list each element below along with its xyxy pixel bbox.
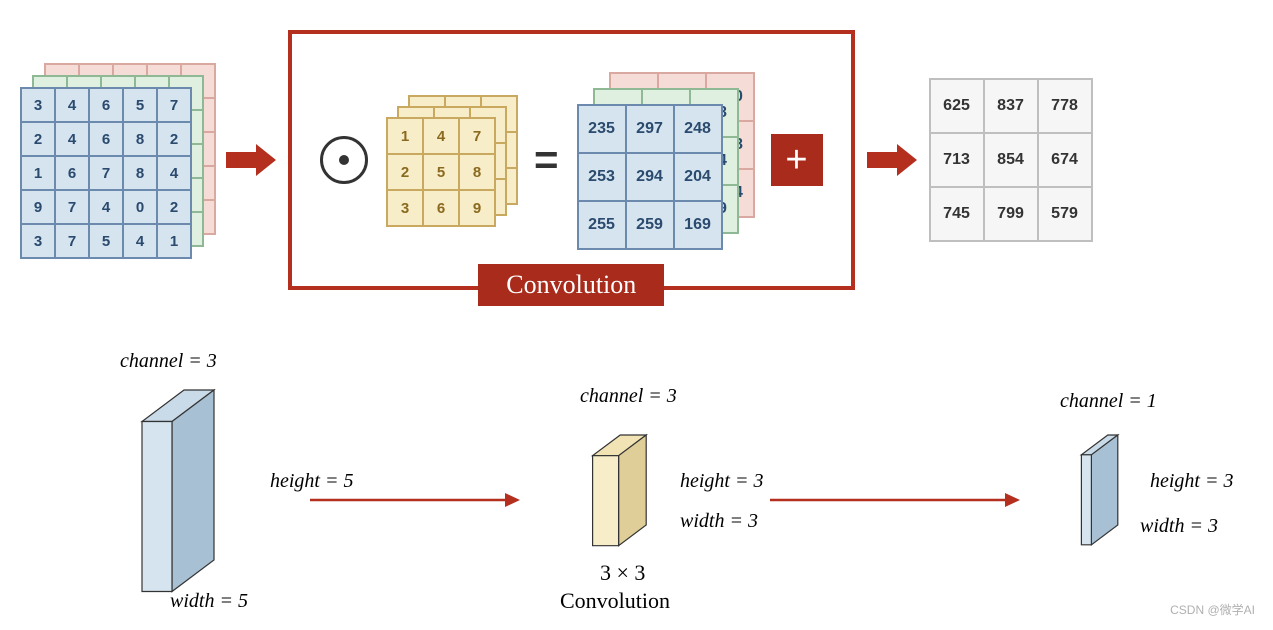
grid-cell: 7 <box>89 156 123 190</box>
grid-cell: 8 <box>123 122 157 156</box>
grid-cell: 7 <box>55 190 89 224</box>
grid-cell: 235 <box>578 105 626 153</box>
output-cube-icon <box>1045 425 1175 565</box>
output-height-label: height = 3 <box>1150 470 1234 493</box>
grid-cell: 4 <box>89 190 123 224</box>
kernel-channel-label: channel = 3 <box>580 385 677 408</box>
bottom-row: channel = 3 height = 5 width = 5 channel… <box>20 340 1253 630</box>
arrow-right-2 <box>867 140 917 180</box>
input-cube-icon <box>90 380 290 600</box>
grid-cell: 4 <box>55 88 89 122</box>
output-table: 625837778 713854674 745799579 <box>929 78 1093 242</box>
grid-cell: 6 <box>89 122 123 156</box>
kernel-layer: 147258369 <box>386 117 496 227</box>
kernel-cube-icon <box>555 425 695 565</box>
grid-cell: 169 <box>674 201 722 249</box>
grid-cell: 5 <box>123 88 157 122</box>
intermediate-stack: 2142252601792452682012942041792452682012… <box>577 72 753 248</box>
grid-cell: 9 <box>21 190 55 224</box>
grid-cell: 778 <box>1038 79 1092 133</box>
grid-cell: 8 <box>123 156 157 190</box>
output-channel-label: channel = 1 <box>1060 390 1157 413</box>
grid-cell: 837 <box>984 79 1038 133</box>
output-grid: 625837778 713854674 745799579 <box>929 78 1093 242</box>
plus-icon: + <box>771 134 823 186</box>
arrow-bottom-2 <box>770 490 1020 515</box>
grid-cell: 3 <box>21 224 55 258</box>
grid-cell: 2 <box>157 122 191 156</box>
kernel-stack: 123107258123107258147258369 <box>386 95 516 225</box>
grid-cell: 3 <box>21 88 55 122</box>
hadamard-icon <box>320 136 368 184</box>
grid-cell: 854 <box>984 133 1038 187</box>
grid-cell: 255 <box>578 201 626 249</box>
grid-cell: 6 <box>55 156 89 190</box>
grid-cell: 248 <box>674 105 722 153</box>
grid-cell: 8 <box>459 154 495 190</box>
grid-cell: 253 <box>578 153 626 201</box>
grid-cell: 625 <box>930 79 984 133</box>
grid-cell: 3 <box>387 190 423 226</box>
grid-cell: 713 <box>930 133 984 187</box>
kernel-size-label: 3 × 3 <box>600 560 645 586</box>
grid-cell: 0 <box>123 190 157 224</box>
arrow-bottom-1 <box>310 490 520 515</box>
grid-cell: 1 <box>157 224 191 258</box>
input-width-label: width = 5 <box>170 590 248 613</box>
grid-cell: 5 <box>423 154 459 190</box>
kernel-height-label: height = 3 <box>680 470 764 493</box>
arrow-right-1 <box>226 140 276 180</box>
input-channel-label: channel = 3 <box>120 350 217 373</box>
grid-cell: 2 <box>157 190 191 224</box>
watermark: CSDN @微学AI <box>1170 601 1255 618</box>
grid-cell: 297 <box>626 105 674 153</box>
input-channel-stack: 3456723456156789640238541345672465716782… <box>20 63 214 257</box>
grid-cell: 294 <box>626 153 674 201</box>
grid-cell: 4 <box>55 122 89 156</box>
grid-cell: 6 <box>423 190 459 226</box>
convolution-label: Convolution <box>478 264 664 306</box>
grid-cell: 1 <box>387 118 423 154</box>
grid-cell: 6 <box>89 88 123 122</box>
output-width-label: width = 3 <box>1140 515 1218 538</box>
grid-cell: 1 <box>21 156 55 190</box>
grid-cell: 7 <box>459 118 495 154</box>
grid-cell: 2 <box>21 122 55 156</box>
grid-cell: 2 <box>387 154 423 190</box>
grid-cell: 5 <box>89 224 123 258</box>
convolution-box: 123107258123107258147258369 = 2142252601… <box>288 30 855 290</box>
grid-cell: 579 <box>1038 187 1092 241</box>
grid-cell: 745 <box>930 187 984 241</box>
grid-cell: 7 <box>157 88 191 122</box>
grid-cell: 4 <box>423 118 459 154</box>
grid-cell: 4 <box>157 156 191 190</box>
top-row: 3456723456156789640238541345672465716782… <box>20 20 1253 300</box>
equals-sign: = <box>534 136 559 184</box>
grid-cell: 4 <box>123 224 157 258</box>
grid-cell: 259 <box>626 201 674 249</box>
kernel-conv-label: Convolution <box>560 588 670 614</box>
grid-cell: 674 <box>1038 133 1092 187</box>
grid-cell: 204 <box>674 153 722 201</box>
grid-layer: 235297248 253294204 255259169 <box>577 104 723 250</box>
grid-cell: 7 <box>55 224 89 258</box>
grid-layer: 3465724682167849740237541 <box>20 87 192 259</box>
grid-cell: 9 <box>459 190 495 226</box>
kernel-width-label: width = 3 <box>680 510 758 533</box>
grid-cell: 799 <box>984 187 1038 241</box>
